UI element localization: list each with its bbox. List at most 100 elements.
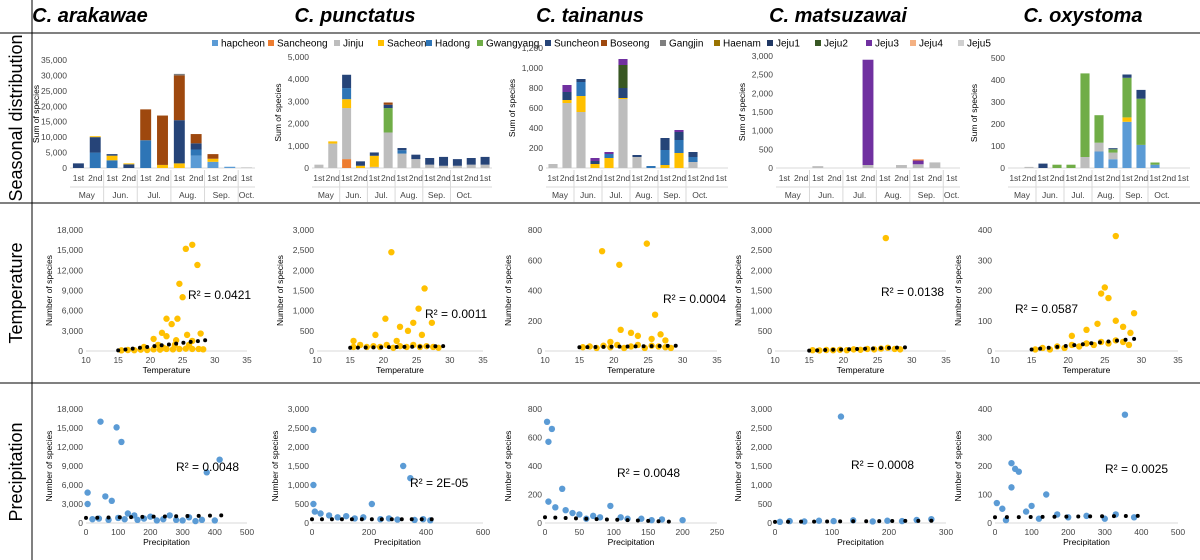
month-label: Oct. [239,190,255,200]
data-point [121,516,128,523]
bar-segment [425,164,435,168]
data-point [898,517,906,525]
y-tick-label: 20,000 [41,101,67,111]
y-tick-label: 3,000 [62,499,84,509]
data-point [809,346,816,354]
data-point [545,498,552,505]
y-tick-label: 0 [304,163,309,173]
data-point [1083,512,1090,520]
data-point [404,327,412,335]
bar-segment [660,138,670,150]
trendline-dot [617,344,622,349]
data-point [643,240,651,247]
category-label: 1st [913,173,925,183]
r-squared-label: R² = 0.0008 [851,458,914,472]
data-point [334,514,341,521]
data-point [1068,332,1076,340]
category-label: 2nd [894,173,908,183]
trendline-dot [84,515,88,520]
legend-swatch [910,40,916,46]
month-label: Sep. [428,190,446,200]
data-point [183,331,191,339]
data-point [1015,468,1022,475]
bar-segment [411,154,421,160]
trendline-dot [851,519,856,524]
trendline-dot [145,344,150,349]
y-tick-label: 600 [528,433,542,443]
x-axis-title: Precipitation [143,537,190,547]
data-point [598,247,606,255]
category-label: 2nd [436,173,450,183]
bar-segment [328,141,338,144]
bar-segment [674,140,684,153]
trendline-dot [646,518,651,523]
x-tick-label: 30 [210,355,220,365]
trendline-dot [799,519,804,524]
row-label: Seasonal distribution [6,34,26,201]
y-tick-label: 3,000 [62,326,84,336]
trendline-dot [1016,515,1021,520]
y-tick-label: 800 [528,404,542,414]
bar-segment [1108,149,1118,153]
bar-segment [1108,152,1118,160]
y-axis-title: Sum of species [31,85,41,143]
data-point [102,493,109,500]
month-label: Jul. [147,190,160,200]
bar-segment [660,165,670,168]
trendline-dot [152,344,157,349]
bar-segment [674,130,684,132]
legend-item: Gangjin [660,39,703,50]
bar-segment [173,75,185,121]
bar-segment [106,155,118,161]
y-tick-label: 35,000 [41,55,67,65]
trendline-dot [863,346,868,351]
category-label: 2nd [155,173,169,183]
category-label: 2nd [1078,173,1092,183]
trendline-dot [196,513,201,518]
legend-item: Jinju [334,39,364,50]
trendline-dot [894,345,899,350]
data-point [1028,502,1035,510]
data-point [198,516,206,524]
data-point [396,323,404,330]
trendline-dot [130,346,135,351]
data-point [1127,329,1134,337]
y-tick-label: 600 [528,255,542,265]
legend-item: hapcheon [212,39,265,50]
trendline-dot [585,345,590,350]
trendline-dot [871,346,876,351]
data-point [343,512,350,520]
trendline-dot [329,517,334,522]
bar-segment [397,148,407,151]
data-point [189,241,196,248]
data-point [1130,514,1138,521]
x-axis-title: Temperature [376,365,424,375]
data-point [1094,320,1101,327]
data-point [1121,411,1129,418]
bar-segment [812,166,824,168]
bar-segment [411,159,421,168]
category-label: 1st [812,173,824,183]
x-tick-label: 200 [1061,527,1075,537]
legend-label: Gwangyang [486,39,539,50]
y-tick-label: 0 [767,518,772,528]
y-tick-label: 3,000 [293,225,315,235]
bar-segment [618,88,628,98]
trendline-dot [609,344,614,349]
data-point [776,518,784,526]
data-point [552,504,559,511]
month-label: Jun. [818,190,834,200]
y-tick-label: 1,500 [751,286,773,296]
data-point [147,513,154,520]
trendline-dot [649,344,654,349]
trendline-dot [864,519,869,524]
trendline-dot [855,346,860,351]
legend-swatch [334,40,340,46]
bar-segment [1038,163,1048,168]
y-tick-label: 5,000 [288,52,310,62]
data-point [1112,317,1119,324]
data-point [179,294,186,301]
legend-swatch [601,40,607,46]
y-tick-label: 0 [768,163,773,173]
category-label: 1st [174,173,186,183]
